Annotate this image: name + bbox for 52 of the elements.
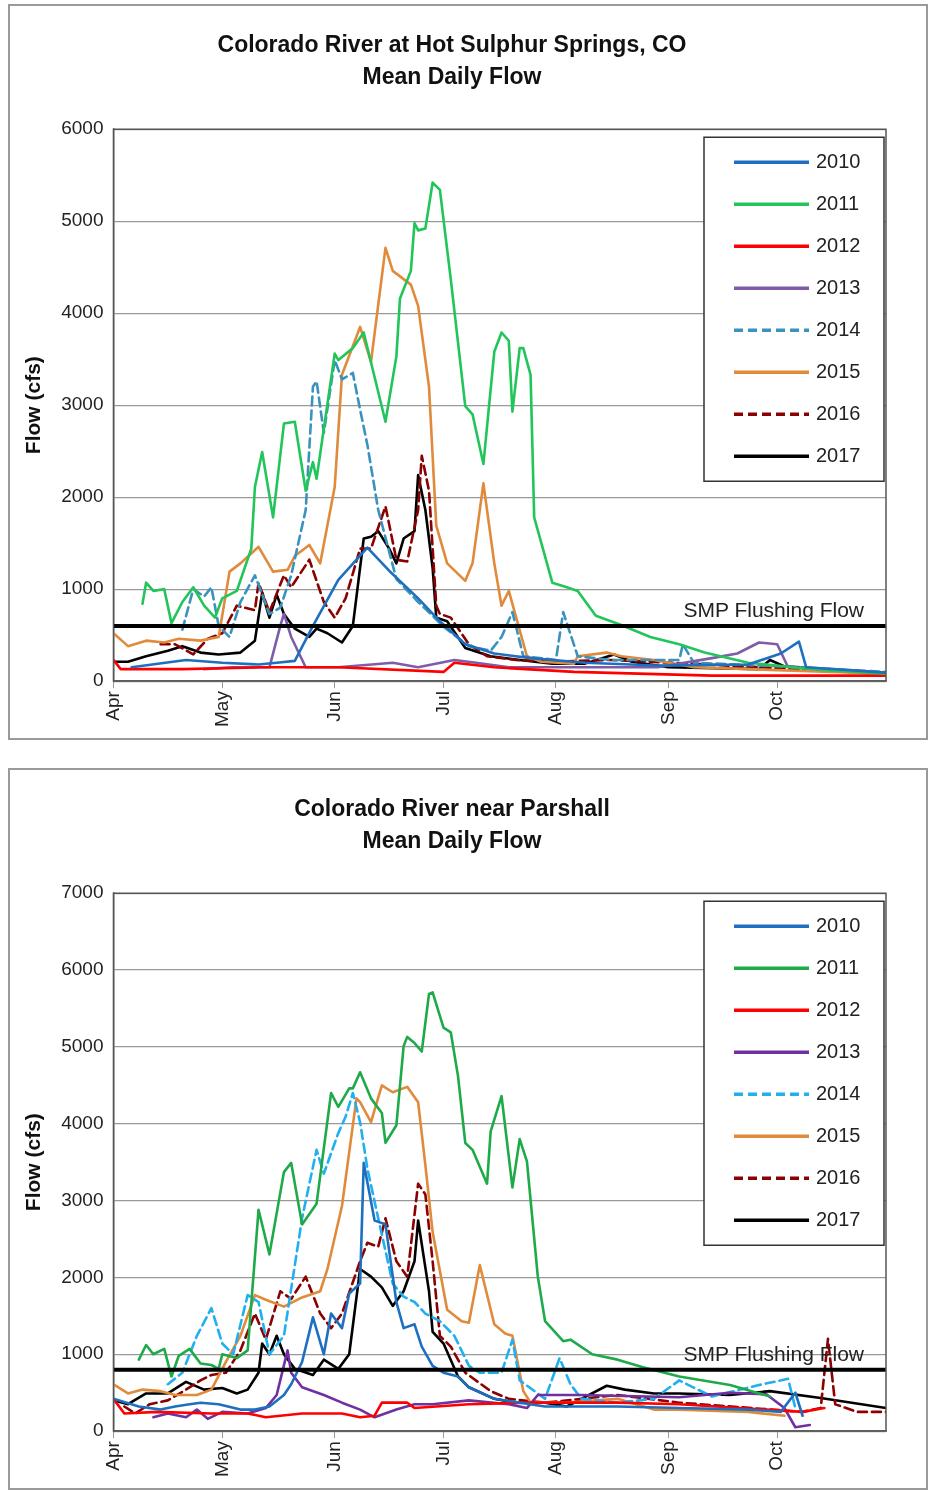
chart-subtitle: Mean Daily Flow: [362, 62, 542, 89]
y-tick-label: 2000: [61, 1265, 104, 1287]
y-tick-label: 6000: [61, 958, 104, 980]
y-tick-label: 4000: [61, 1111, 104, 1133]
x-tick-label: Sep: [656, 1441, 678, 1475]
legend-label: 2011: [816, 955, 860, 978]
y-tick-label: 4000: [61, 301, 104, 323]
x-tick-label: Jun: [322, 1441, 344, 1472]
y-tick-label: 5000: [61, 209, 104, 231]
x-tick-label: Jul: [431, 691, 453, 716]
legend-label: 2016: [816, 401, 861, 424]
chart-title: Colorado River near Parshall: [294, 795, 610, 822]
y-tick-label: 1000: [61, 1342, 104, 1364]
legend-label: 2013: [816, 275, 861, 298]
legend-label: 2010: [816, 913, 861, 936]
legend-label: 2015: [816, 1123, 861, 1146]
ref-line-label: SMP Flushing Flow: [683, 598, 865, 622]
legend-label: 2010: [816, 149, 861, 172]
y-tick-label: 1000: [61, 577, 104, 599]
legend-label: 2016: [816, 1165, 861, 1188]
x-tick-label: Sep: [656, 691, 678, 725]
x-tick-label: Oct: [765, 690, 787, 721]
legend-label: 2017: [816, 443, 861, 466]
x-tick-label: May: [210, 690, 232, 728]
y-tick-label: 3000: [61, 393, 104, 415]
y-tick-label: 3000: [61, 1188, 104, 1210]
x-tick-label: Apr: [101, 690, 123, 721]
y-tick-label: 7000: [61, 881, 104, 903]
legend-label: 2014: [816, 317, 861, 340]
legend-label: 2013: [816, 1039, 861, 1062]
x-tick-label: Aug: [544, 1441, 566, 1475]
y-tick-label: 0: [92, 669, 104, 691]
y-tick-label: 6000: [61, 117, 104, 139]
y-tick-label: 2000: [61, 485, 104, 507]
chart-title: Colorado River at Hot Sulphur Springs, CO: [217, 31, 687, 58]
x-tick-label: Oct: [765, 1440, 787, 1471]
y-tick-label: 5000: [61, 1035, 104, 1057]
x-tick-label: Aug: [544, 691, 566, 725]
y-axis-title: Flow (cfs): [21, 1113, 45, 1212]
legend-label: 2011: [816, 191, 860, 214]
x-tick-label: Jun: [322, 691, 344, 722]
legend-label: 2014: [816, 1081, 861, 1104]
legend-label: 2012: [816, 997, 861, 1020]
x-tick-label: Apr: [101, 1440, 123, 1471]
y-axis-title: Flow (cfs): [21, 356, 45, 455]
x-tick-label: May: [210, 1440, 232, 1478]
legend-label: 2017: [816, 1207, 861, 1230]
y-tick-label: 0: [92, 1419, 104, 1441]
legend-label: 2015: [816, 359, 861, 382]
x-tick-label: Jul: [431, 1441, 453, 1466]
legend-label: 2012: [816, 233, 861, 256]
chart-subtitle: Mean Daily Flow: [362, 826, 542, 853]
